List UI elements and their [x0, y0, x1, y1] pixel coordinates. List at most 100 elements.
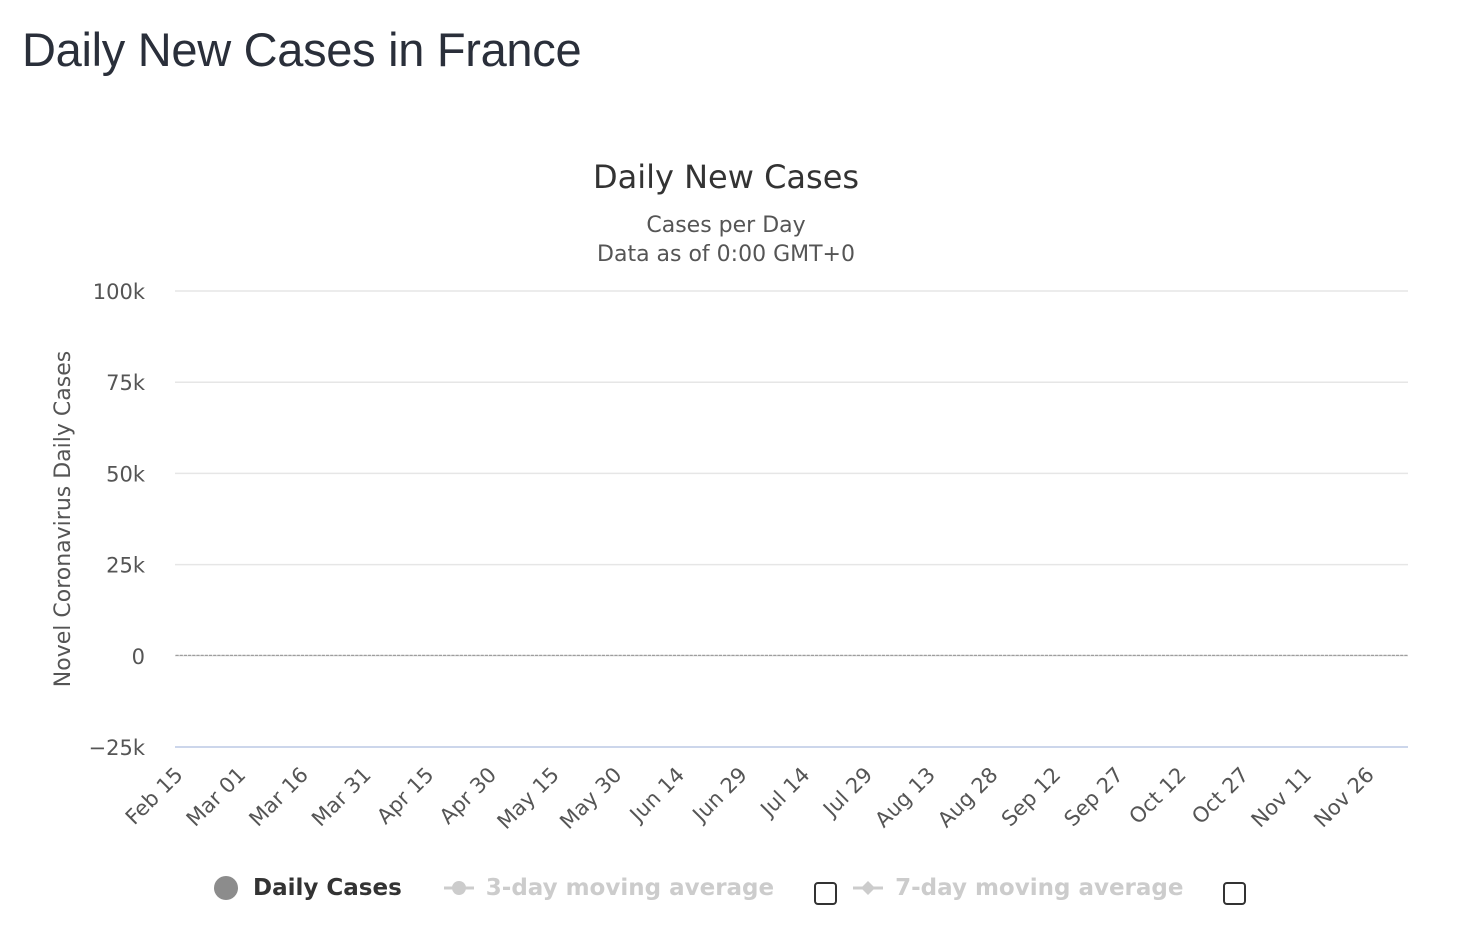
bar[interactable] — [505, 654, 509, 656]
bar[interactable] — [622, 654, 626, 656]
bar[interactable] — [643, 654, 647, 656]
bar[interactable] — [973, 654, 977, 656]
bar[interactable] — [1099, 654, 1103, 656]
bar[interactable] — [267, 654, 271, 656]
bar[interactable] — [1391, 654, 1395, 656]
bar[interactable] — [718, 654, 723, 656]
bar[interactable] — [526, 654, 530, 656]
bar[interactable] — [309, 654, 313, 656]
bar[interactable] — [606, 654, 610, 656]
bar[interactable] — [1203, 654, 1207, 656]
bar[interactable] — [1395, 654, 1400, 656]
bar[interactable] — [271, 654, 275, 656]
bar[interactable] — [384, 654, 388, 656]
bar[interactable] — [1161, 654, 1166, 656]
bar[interactable] — [1366, 654, 1370, 656]
bar[interactable] — [923, 654, 927, 656]
bar[interactable] — [756, 654, 760, 656]
bar[interactable] — [723, 654, 727, 656]
bar[interactable] — [438, 654, 442, 656]
bar[interactable] — [514, 654, 518, 656]
bar[interactable] — [986, 654, 990, 656]
bar[interactable] — [1337, 654, 1341, 656]
bar[interactable] — [902, 654, 906, 656]
bar[interactable] — [1316, 654, 1320, 656]
bar[interactable] — [313, 654, 317, 656]
bar[interactable] — [534, 654, 539, 656]
legend-item-daily-cases[interactable]: Daily Cases — [210, 875, 402, 901]
bar[interactable] — [321, 654, 325, 656]
bar[interactable] — [852, 654, 856, 656]
bar[interactable] — [259, 654, 263, 656]
bar[interactable] — [806, 654, 810, 656]
bar[interactable] — [263, 654, 267, 656]
bar-series-daily-cases[interactable] — [175, 654, 1408, 656]
bar[interactable] — [539, 654, 543, 656]
bar[interactable] — [773, 654, 777, 656]
bar[interactable] — [1274, 654, 1278, 656]
bar[interactable] — [325, 654, 330, 656]
bar[interactable] — [827, 654, 831, 656]
bar[interactable] — [735, 654, 739, 656]
bar[interactable] — [668, 654, 672, 656]
bar[interactable] — [334, 654, 338, 656]
bar[interactable] — [731, 654, 735, 656]
bar[interactable] — [275, 654, 279, 656]
bar[interactable] — [1186, 654, 1191, 656]
bar[interactable] — [217, 654, 221, 656]
bar[interactable] — [810, 654, 814, 656]
bar[interactable] — [998, 654, 1003, 656]
bar[interactable] — [300, 654, 305, 656]
bar[interactable] — [1245, 654, 1249, 656]
bar[interactable] — [572, 654, 576, 656]
bar[interactable] — [626, 654, 631, 656]
bar[interactable] — [1237, 654, 1241, 656]
bar[interactable] — [706, 654, 710, 656]
bar[interactable] — [568, 654, 572, 656]
bar[interactable] — [1074, 654, 1078, 656]
bar[interactable] — [284, 654, 288, 656]
bar[interactable] — [480, 654, 484, 656]
bar[interactable] — [752, 654, 756, 656]
bar[interactable] — [1266, 654, 1270, 656]
bar[interactable] — [1270, 654, 1274, 656]
bar[interactable] — [338, 654, 342, 656]
bar[interactable] — [948, 654, 952, 656]
bar[interactable] — [1115, 654, 1120, 656]
bar[interactable] — [1032, 654, 1036, 656]
bar[interactable] — [1207, 654, 1212, 656]
bar[interactable] — [547, 654, 551, 656]
bar[interactable] — [919, 654, 923, 656]
bar[interactable] — [1019, 654, 1023, 656]
bar[interactable] — [748, 654, 752, 656]
bar[interactable] — [978, 654, 982, 656]
bar[interactable] — [371, 654, 376, 656]
bar[interactable] — [1132, 654, 1136, 656]
bar[interactable] — [576, 654, 580, 656]
bar[interactable] — [819, 654, 823, 656]
bar[interactable] — [944, 654, 948, 656]
bar[interactable] — [455, 654, 459, 656]
bar[interactable] — [447, 654, 451, 656]
bar[interactable] — [697, 654, 702, 656]
bar[interactable] — [254, 654, 259, 656]
bar[interactable] — [831, 654, 835, 656]
bar[interactable] — [1358, 654, 1362, 656]
bar[interactable] — [1404, 654, 1408, 656]
bar[interactable] — [459, 654, 463, 656]
bar[interactable] — [392, 654, 397, 656]
bar[interactable] — [188, 654, 192, 656]
bar[interactable] — [564, 654, 568, 656]
bar[interactable] — [1278, 654, 1283, 656]
bar[interactable] — [488, 654, 493, 656]
bar[interactable] — [856, 654, 860, 656]
bar[interactable] — [296, 654, 300, 656]
bar[interactable] — [288, 654, 292, 656]
bar[interactable] — [1090, 654, 1095, 656]
bar[interactable] — [651, 654, 656, 656]
bar[interactable] — [635, 654, 639, 656]
bar[interactable] — [952, 654, 957, 656]
bar[interactable] — [877, 654, 881, 656]
bar[interactable] — [1287, 654, 1291, 656]
bar[interactable] — [614, 654, 618, 656]
